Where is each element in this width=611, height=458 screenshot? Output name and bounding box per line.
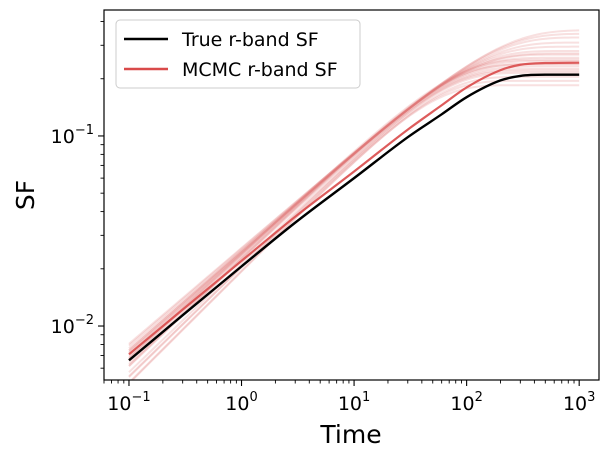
y-axis-label: SF (11, 180, 40, 210)
mcmc-sample-line-8 (128, 56, 580, 358)
x-tick-label-3: 102 (450, 390, 482, 415)
mcmc-sample-line-12 (128, 41, 580, 352)
legend-label-1: MCMC r-band SF (182, 59, 338, 81)
series-line-1 (128, 61, 580, 356)
mcmc-sample-line-17 (128, 63, 580, 367)
mcmc-sample-line-5 (128, 65, 580, 365)
x-tick-label-4: 103 (563, 390, 595, 415)
x-tick-label-2: 101 (338, 390, 370, 415)
y-tick-label-1: 10−1 (51, 123, 94, 148)
y-tick-label-0: 10−2 (51, 313, 94, 338)
mcmc-sample-line-16 (128, 58, 580, 360)
mcmc-sample-line-4 (128, 68, 580, 367)
mcmc-sample-line-7 (128, 59, 580, 360)
mcmc-samples (128, 29, 580, 380)
x-tick-label-1: 100 (225, 390, 257, 415)
mcmc-sample-line-14 (128, 32, 580, 347)
mcmc-sample-line-1 (131, 79, 580, 380)
mcmc-sample-line-18 (128, 69, 580, 378)
x-axis-label: Time (319, 420, 381, 449)
mcmc-sample-line-10 (128, 49, 580, 354)
mcmc-sample-line-11 (128, 45, 580, 353)
mcmc-sample-line-13 (128, 36, 580, 350)
mcmc-sample-line-19 (128, 52, 580, 352)
series-line-0 (128, 73, 580, 362)
axes: 10−1 100 101 102 103 10−2 10−1 (51, 9, 600, 415)
mcmc-sample-line-0 (130, 84, 580, 380)
mcmc-sample-line-15 (128, 29, 580, 345)
series-lines (128, 61, 580, 362)
legend-box (115, 19, 361, 89)
plot-frame (103, 9, 600, 381)
mcmc-sample-line-2 (128, 75, 580, 377)
x-tick-label-0: 10−1 (107, 390, 150, 415)
mcmc-sample-line-9 (128, 53, 580, 356)
legend-label-0: True r-band SF (181, 29, 319, 51)
legend: True r-band SF MCMC r-band SF (115, 19, 361, 89)
mcmc-sample-line-3 (128, 71, 580, 373)
